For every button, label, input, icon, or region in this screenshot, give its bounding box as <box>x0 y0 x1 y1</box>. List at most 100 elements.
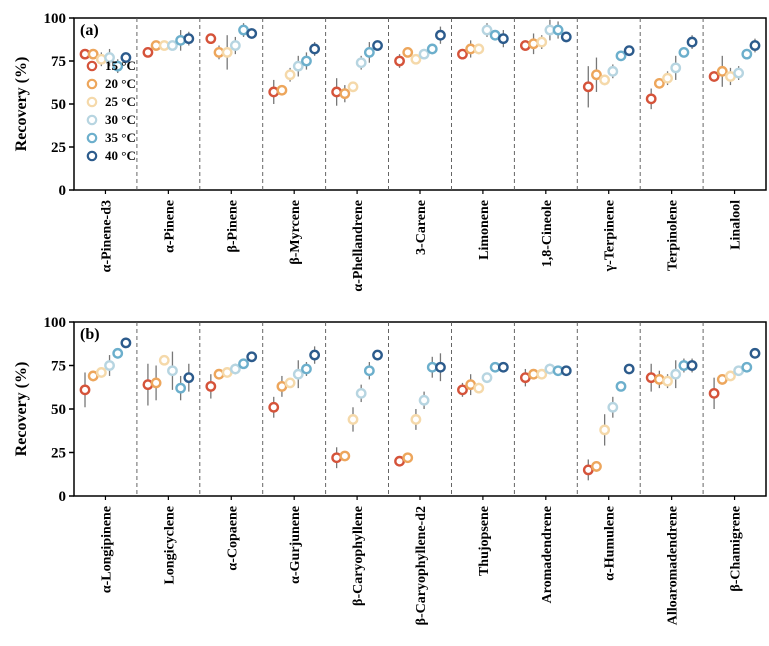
data-point <box>205 33 217 45</box>
data-point <box>552 24 564 36</box>
data-point <box>183 33 195 45</box>
data-point <box>372 40 383 51</box>
category-label: 1,8-Cineole <box>540 200 555 267</box>
data-point <box>402 452 414 464</box>
data-point <box>167 365 178 377</box>
data-point <box>670 368 682 380</box>
data-point <box>104 52 115 63</box>
data-point <box>615 50 627 62</box>
category-label: α-Pinene-d3 <box>99 200 114 272</box>
y-tick-label: 75 <box>51 54 66 70</box>
data-point <box>662 375 673 387</box>
data-point <box>183 372 195 384</box>
category-label: α-Copaene <box>225 506 240 571</box>
data-point <box>246 351 258 363</box>
data-point <box>645 93 657 105</box>
data-point <box>112 60 124 72</box>
y-tick-label: 0 <box>59 489 67 505</box>
data-point <box>175 382 187 394</box>
data-point <box>95 367 107 378</box>
panel-label: (a) <box>80 22 99 39</box>
category-label: Thujopsene <box>477 506 492 576</box>
legend-marker <box>86 60 98 72</box>
legend-entry: 20 °C <box>105 76 136 91</box>
data-point <box>284 377 296 389</box>
panel-b: 0 25 50 75 100 Recovery (%) (b) α-Longipinene Lo… <box>13 315 767 625</box>
panel-a: 0 25 50 75 100 Recovery (%) (a) α-Pinene-d3 α-Pi… <box>13 11 767 292</box>
data-point <box>708 387 720 399</box>
data-point <box>410 414 422 425</box>
y-axis-label: Recovery (%) <box>13 362 30 457</box>
data-point <box>402 47 414 58</box>
data-point <box>292 60 304 72</box>
data-point <box>167 40 178 51</box>
data-point <box>607 65 619 77</box>
category-label: β-Myrcene <box>288 200 303 265</box>
data-point <box>112 347 124 359</box>
data-point <box>615 380 627 392</box>
y-axis-label: Recovery (%) <box>13 57 30 152</box>
category-label: β-Chamigrene <box>729 506 744 592</box>
data-point <box>733 67 745 79</box>
data-point <box>662 72 673 84</box>
data-point <box>372 349 383 361</box>
data-point <box>591 69 602 81</box>
data-point <box>229 40 241 51</box>
legend-entry: 30 °C <box>105 112 136 127</box>
data-point <box>120 52 132 63</box>
legend-marker <box>86 150 98 162</box>
data-point <box>560 31 572 43</box>
category-label: Limonene <box>477 200 492 260</box>
data-point <box>591 461 602 472</box>
data-point <box>716 65 728 77</box>
legend-entry: 40 °C <box>105 148 136 163</box>
legend-entry: 25 °C <box>105 94 136 109</box>
y-tick-label: 100 <box>44 11 67 27</box>
data-point <box>497 33 509 45</box>
panel-label: (b) <box>80 326 100 343</box>
data-point <box>536 36 548 48</box>
category-label: γ-Terpinene <box>603 200 618 272</box>
plot-frame <box>73 321 767 497</box>
data-point <box>120 337 132 349</box>
category-label: α-Humulene <box>603 506 618 581</box>
y-tick-label: 25 <box>51 446 66 462</box>
category-label: β-Caryophyllene <box>351 506 366 606</box>
y-tick-label: 50 <box>51 97 66 113</box>
data-point <box>87 48 99 60</box>
category-label: Terpinolene <box>666 200 681 271</box>
data-point <box>749 40 761 51</box>
data-point <box>309 349 321 361</box>
data-point <box>560 365 572 377</box>
data-point <box>104 360 115 371</box>
category-label: Longicyclene <box>162 506 177 585</box>
data-point <box>741 48 753 60</box>
data-point <box>497 361 509 373</box>
y-tick-label: 50 <box>51 402 66 418</box>
data-point <box>607 401 619 413</box>
legend-marker <box>86 114 98 126</box>
data-point <box>741 361 753 373</box>
y-tick-label: 25 <box>51 140 66 156</box>
data-point <box>363 47 375 58</box>
y-tick-label: 0 <box>59 183 67 199</box>
data-point <box>142 47 154 58</box>
data-point <box>221 47 233 58</box>
data-point <box>686 360 698 371</box>
legend-marker <box>86 132 98 144</box>
legend-marker <box>86 78 98 90</box>
legend-entry: 35 °C <box>105 130 136 145</box>
category-label: α-Phellandrene <box>351 200 366 292</box>
category-label: 3-Carene <box>414 200 429 255</box>
data-point <box>623 363 635 375</box>
category-label: α-Gurjunene <box>288 506 303 584</box>
data-point <box>347 81 359 93</box>
data-point <box>246 28 258 39</box>
category-label: α-Longipinene <box>99 506 114 593</box>
data-point <box>599 74 611 86</box>
data-point <box>301 363 312 375</box>
data-point <box>410 53 422 65</box>
y-tick-label: 75 <box>51 359 66 375</box>
data-point <box>347 414 359 425</box>
